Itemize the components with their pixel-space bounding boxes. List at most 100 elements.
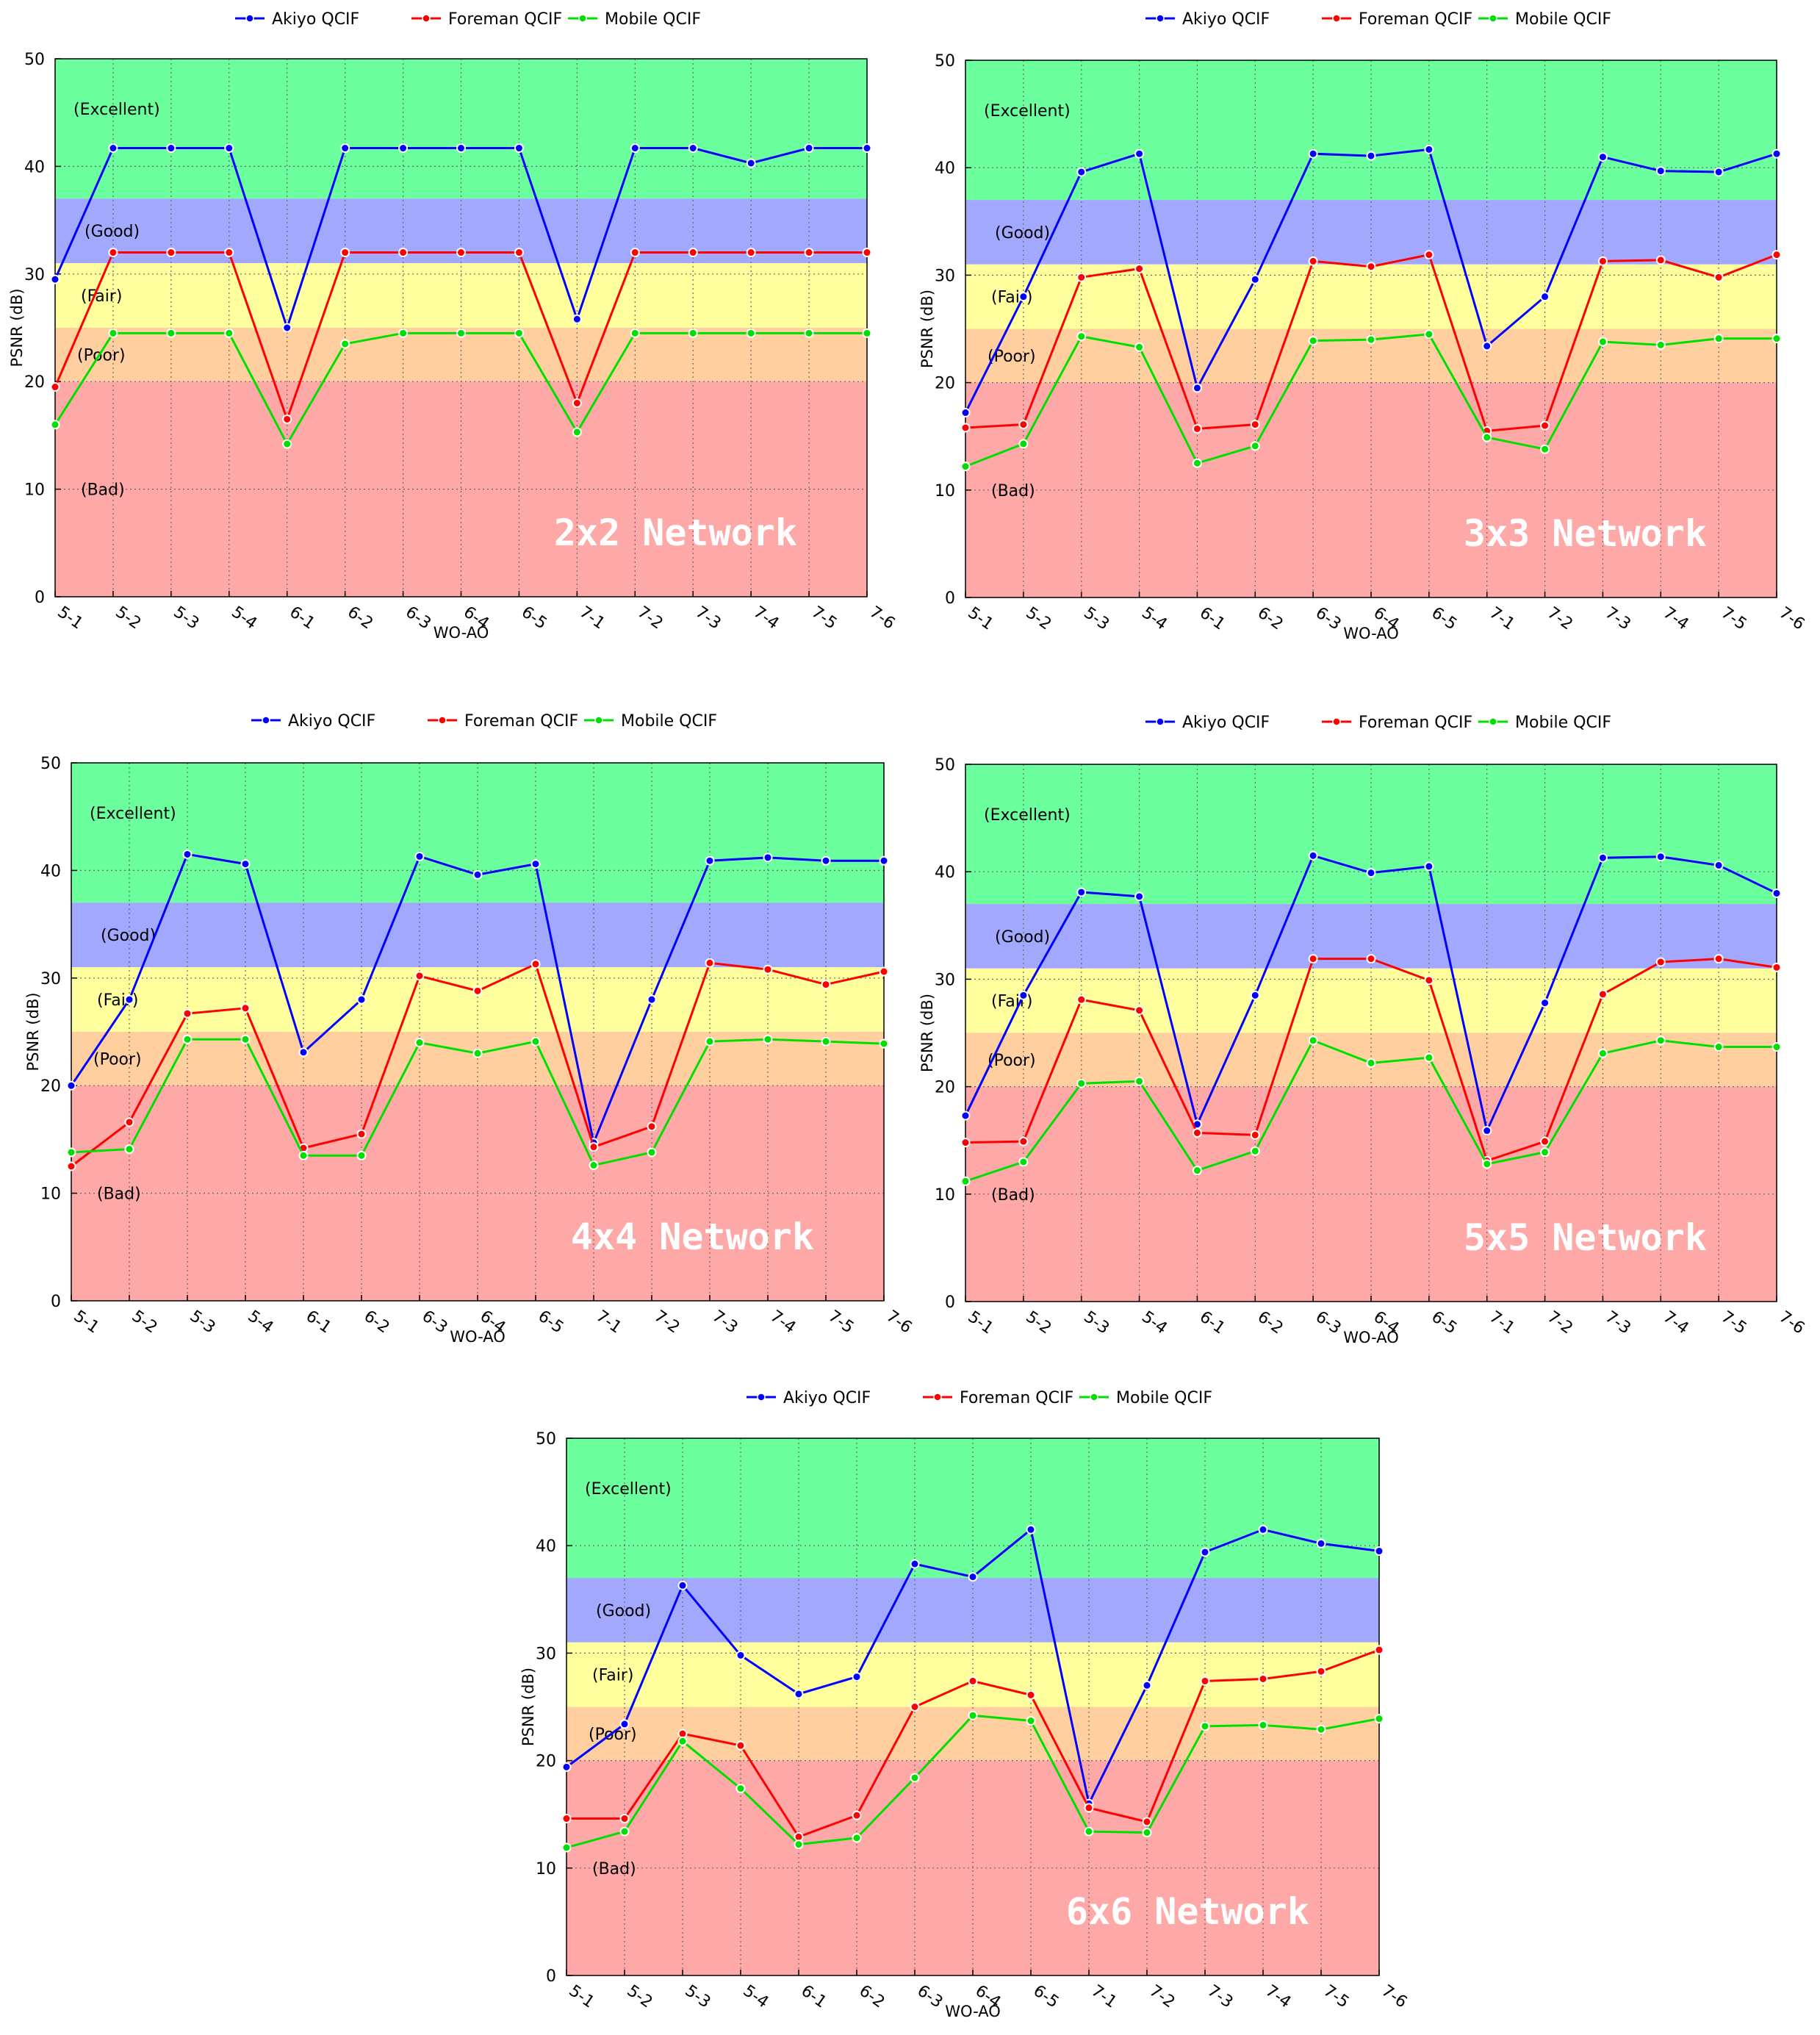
y-axis-label: PSNR (dB) xyxy=(918,290,936,368)
legend-label: Foreman QCIF xyxy=(464,712,578,731)
y-tick-label: 30 xyxy=(40,970,61,988)
data-point xyxy=(1026,1716,1036,1726)
x-tick-label: 5-4 xyxy=(1138,603,1170,634)
data-point xyxy=(340,339,350,349)
band-label: (Bad) xyxy=(592,1860,636,1878)
band-label: (Bad) xyxy=(991,482,1035,500)
band-label: (Fair) xyxy=(592,1667,633,1685)
band-label: (Excellent) xyxy=(984,102,1071,121)
data-point xyxy=(804,248,814,258)
data-point xyxy=(224,328,234,338)
x-tick-label: 5-3 xyxy=(1080,1307,1112,1338)
data-point xyxy=(240,1003,251,1013)
data-point xyxy=(1308,336,1318,346)
data-point xyxy=(572,427,582,437)
data-point xyxy=(1308,954,1318,964)
x-tick-label: 6-1 xyxy=(286,603,318,633)
x-tick-label: 6-1 xyxy=(1196,603,1229,634)
data-point xyxy=(1713,860,1724,870)
data-point xyxy=(1424,861,1434,872)
data-point xyxy=(821,980,831,990)
x-tick-label: 7-3 xyxy=(1602,1307,1634,1338)
data-point xyxy=(862,328,872,338)
data-point xyxy=(166,248,176,258)
band-label: (Fair) xyxy=(81,287,122,306)
data-point xyxy=(804,143,814,154)
data-point xyxy=(968,1710,978,1720)
data-point xyxy=(1772,888,1782,898)
data-point xyxy=(340,248,350,258)
legend: Akiyo QCIF Foreman QCIF Mobile QCIF xyxy=(251,712,717,731)
x-tick-label: 7-2 xyxy=(634,603,666,633)
data-point xyxy=(960,1110,971,1121)
data-point xyxy=(1540,1136,1550,1146)
legend: Akiyo QCIF Foreman QCIF Mobile QCIF xyxy=(1145,714,1611,732)
x-tick-label: 6-1 xyxy=(798,1981,830,2011)
data-point xyxy=(1366,954,1376,964)
y-tick-label: 30 xyxy=(536,1645,556,1663)
data-point xyxy=(960,408,971,418)
x-tick-label: 7-5 xyxy=(825,1307,857,1337)
data-point xyxy=(472,869,483,880)
data-point xyxy=(124,994,134,1005)
x-axis-label: WO-AO xyxy=(434,624,489,642)
data-point xyxy=(1655,1036,1666,1046)
data-point xyxy=(282,414,292,424)
x-tick-label: 5-2 xyxy=(1022,603,1054,634)
band-label: (Excellent) xyxy=(984,806,1071,825)
legend-label: Mobile QCIF xyxy=(605,10,701,29)
data-point xyxy=(1076,1078,1087,1088)
data-point xyxy=(124,1144,134,1155)
data-point xyxy=(1076,994,1087,1005)
y-tick-label: 50 xyxy=(536,1430,556,1449)
data-point xyxy=(1655,957,1666,967)
band-label: (Bad) xyxy=(81,481,125,500)
data-point xyxy=(1250,1146,1260,1156)
data-point xyxy=(224,143,234,154)
data-point xyxy=(1713,272,1724,282)
data-point xyxy=(1192,423,1202,434)
x-tick-label: 7-4 xyxy=(1660,603,1692,634)
data-point xyxy=(1366,151,1376,161)
data-point xyxy=(50,274,60,284)
data-point xyxy=(1316,1538,1326,1548)
data-point xyxy=(1540,444,1550,454)
legend-swatch-marker xyxy=(438,716,447,725)
y-tick-label: 20 xyxy=(935,375,955,393)
x-tick-label: 7-6 xyxy=(1776,1307,1808,1338)
data-point xyxy=(1482,1126,1492,1136)
data-point xyxy=(66,1161,76,1171)
y-tick-label: 10 xyxy=(24,481,45,500)
y-tick-label: 10 xyxy=(536,1860,556,1878)
data-point xyxy=(1597,337,1608,347)
quality-band xyxy=(965,764,1777,905)
legend-label: Mobile QCIF xyxy=(1515,714,1611,732)
x-tick-label: 7-5 xyxy=(1718,1307,1750,1338)
x-tick-label: 7-2 xyxy=(1544,603,1576,634)
x-tick-label: 6-5 xyxy=(1428,1307,1460,1338)
data-point xyxy=(619,1826,630,1837)
x-tick-label: 6-2 xyxy=(856,1981,888,2011)
data-point xyxy=(561,1842,572,1853)
y-tick-label: 30 xyxy=(935,267,955,285)
data-point xyxy=(182,1034,193,1044)
x-tick-label: 6-2 xyxy=(1254,1307,1287,1338)
data-point xyxy=(514,248,524,258)
network-title: 2x2 Network xyxy=(554,512,797,554)
data-point xyxy=(166,328,176,338)
data-point xyxy=(630,248,640,258)
y-axis-label: PSNR (dB) xyxy=(24,992,42,1071)
x-tick-label: 7-5 xyxy=(1718,603,1750,634)
data-point xyxy=(735,1784,746,1794)
x-tick-label: 5-2 xyxy=(129,1307,161,1337)
data-point xyxy=(821,855,831,866)
data-point xyxy=(879,966,889,977)
data-point xyxy=(647,1121,657,1132)
data-point xyxy=(1200,1547,1210,1557)
data-point xyxy=(1076,331,1087,342)
data-point xyxy=(456,248,466,258)
x-tick-label: 7-1 xyxy=(1486,603,1518,634)
legend-swatch-marker xyxy=(757,1393,766,1401)
data-point xyxy=(572,398,582,408)
